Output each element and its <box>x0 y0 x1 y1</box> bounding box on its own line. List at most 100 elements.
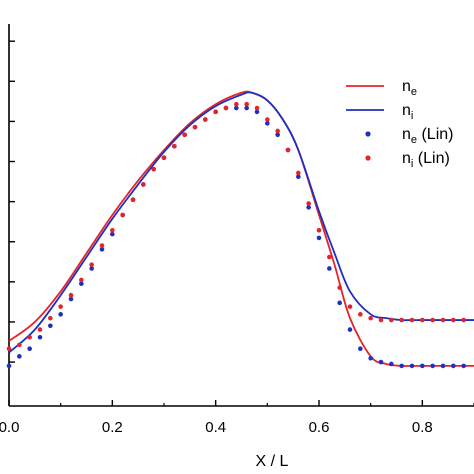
x-tick-label: 0.8 <box>412 419 433 436</box>
data-point <box>461 363 466 369</box>
legend-swatch <box>365 155 371 161</box>
data-point <box>265 117 270 122</box>
data-point <box>27 346 32 352</box>
data-point <box>141 182 146 187</box>
data-point <box>48 323 53 329</box>
data-point <box>430 363 435 369</box>
data-point <box>58 312 63 317</box>
data-point <box>244 105 249 111</box>
legend-item: ni <box>346 102 413 122</box>
data-point <box>254 109 260 115</box>
data-point <box>399 317 404 323</box>
data-point <box>451 317 456 323</box>
data-point <box>368 315 373 321</box>
legend-label: ne (Lin) <box>402 126 453 146</box>
data-point <box>234 101 239 107</box>
data-point <box>223 105 229 111</box>
data-point <box>182 132 187 138</box>
data-point <box>275 128 280 134</box>
data-point <box>68 292 74 298</box>
data-point <box>120 212 125 218</box>
data-point <box>409 363 415 369</box>
data-point <box>389 361 394 367</box>
data-point <box>172 143 177 149</box>
series-n-e-lin <box>6 105 466 369</box>
data-point <box>6 346 12 352</box>
data-point <box>48 315 53 321</box>
data-point <box>451 363 456 369</box>
data-point <box>265 121 270 126</box>
legend-swatch <box>365 131 371 137</box>
axes: 0.0 0.2 0.4 0.6 0.8 <box>0 24 474 436</box>
series-layer <box>6 90 474 369</box>
data-point <box>327 254 332 260</box>
data-point <box>358 312 363 317</box>
data-point <box>420 363 425 369</box>
legend-item: ne <box>346 78 417 98</box>
data-point <box>296 170 301 176</box>
x-tick-label: 0.6 <box>309 419 330 436</box>
legend-label: ne <box>402 78 417 98</box>
data-point <box>6 363 12 369</box>
data-point <box>285 147 291 153</box>
data-point <box>37 334 43 340</box>
data-point <box>130 197 136 203</box>
data-point <box>99 247 105 252</box>
data-point <box>420 317 425 323</box>
data-point <box>192 124 198 130</box>
data-point <box>378 359 384 365</box>
data-point <box>337 285 342 290</box>
data-point <box>409 317 415 323</box>
legend-item: ne (Lin) <box>365 126 453 146</box>
data-point <box>99 243 105 248</box>
data-point <box>17 342 22 348</box>
data-point <box>37 327 43 332</box>
data-point <box>358 346 363 352</box>
data-point <box>461 317 466 323</box>
data-point <box>203 117 208 122</box>
data-point <box>254 105 260 111</box>
data-point <box>151 166 156 172</box>
data-point <box>244 101 249 107</box>
legend: ne ni ne (Lin) ni (Lin) <box>346 78 453 170</box>
data-point <box>213 109 218 115</box>
legend-label: ni <box>402 102 413 122</box>
data-point <box>347 327 353 332</box>
data-point <box>68 296 74 302</box>
data-point <box>368 355 373 361</box>
data-point <box>337 300 342 306</box>
data-point <box>306 205 311 210</box>
data-point <box>110 231 115 237</box>
legend-item: ni (Lin) <box>365 150 450 170</box>
series-line <box>8 91 474 354</box>
data-point <box>440 317 446 323</box>
x-axis-label: X / L <box>256 453 289 470</box>
data-point <box>79 277 84 283</box>
x-tick-label: 0.0 <box>0 419 19 436</box>
data-point <box>378 317 384 323</box>
data-point <box>110 227 115 233</box>
data-point <box>316 235 322 241</box>
data-point <box>327 266 332 271</box>
legend-label: ni (Lin) <box>402 150 450 170</box>
series-n-i-lin <box>6 101 466 352</box>
data-point <box>275 132 280 138</box>
data-point <box>89 262 94 267</box>
x-tick-label: 0.4 <box>205 419 226 436</box>
data-point <box>79 281 84 287</box>
data-point <box>89 266 94 271</box>
data-point <box>440 363 446 369</box>
data-point <box>27 334 32 340</box>
data-point <box>347 304 353 309</box>
data-point <box>17 354 22 359</box>
data-point <box>234 105 239 111</box>
series-n-i <box>8 91 474 354</box>
data-point <box>399 363 404 369</box>
data-point <box>161 155 167 160</box>
data-point <box>430 317 435 323</box>
data-point <box>389 317 394 323</box>
data-point <box>58 304 63 309</box>
data-point <box>296 174 301 180</box>
data-point <box>306 201 311 206</box>
